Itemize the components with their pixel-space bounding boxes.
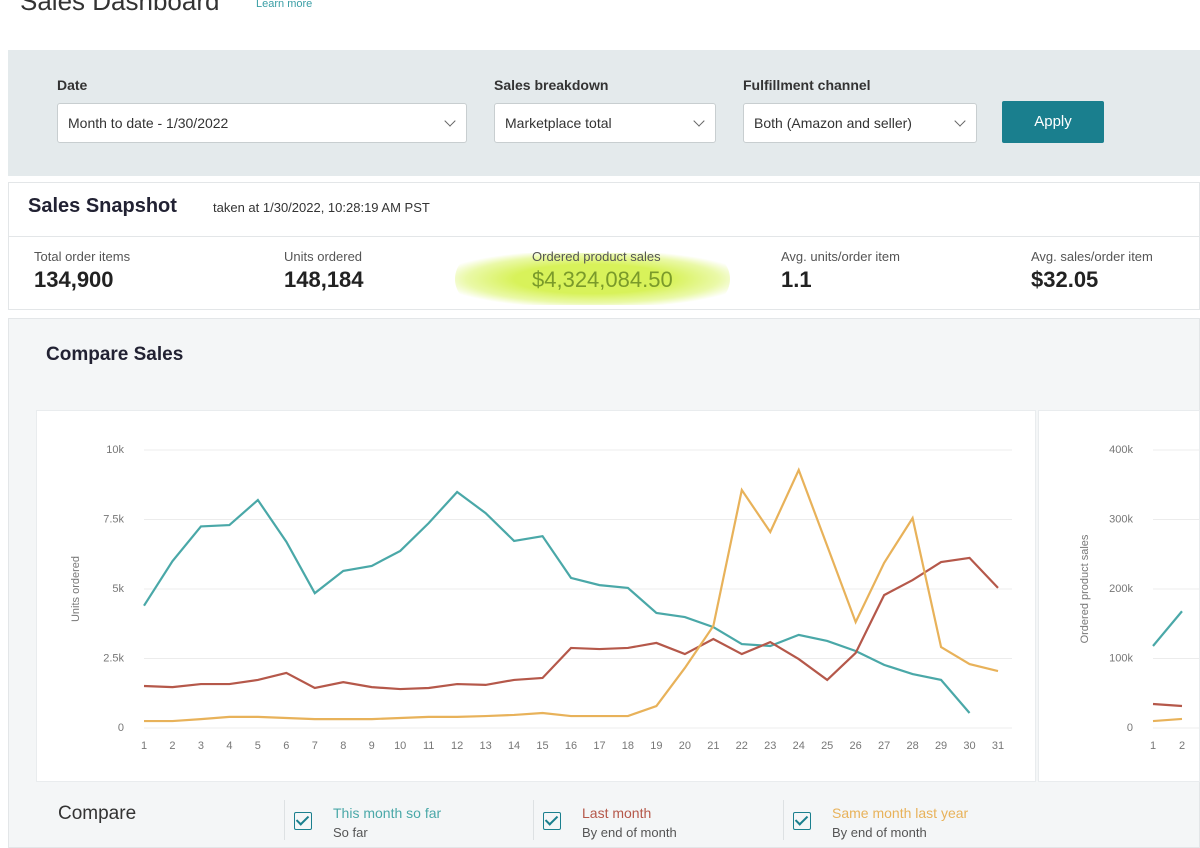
y-tick-label: 0 <box>1127 722 1133 734</box>
x-tick-label: 1 <box>141 740 147 752</box>
x-tick-label: 18 <box>622 740 634 752</box>
x-tick-label: 28 <box>906 740 918 752</box>
x-tick-label: 3 <box>198 740 204 752</box>
y-tick-label: 300k <box>1109 513 1133 525</box>
metric-value: 1.1 <box>781 267 812 292</box>
y-tick-label: 7.5k <box>103 513 124 525</box>
x-tick-label: 25 <box>821 740 833 752</box>
metric-label: Ordered product sales <box>532 249 661 264</box>
metric-label: Total order items <box>34 249 131 264</box>
line-series <box>144 467 999 723</box>
x-tick-label: 30 <box>963 740 975 752</box>
x-tick-label: 1 <box>1150 740 1156 752</box>
channel-select[interactable]: Both (Amazon and seller) <box>743 103 977 143</box>
legend-name: Last month <box>582 805 652 821</box>
separator <box>533 800 534 840</box>
x-tick-label: 11 <box>423 740 434 752</box>
x-tick-label: 22 <box>736 740 748 752</box>
x-tick-label: 4 <box>226 740 232 752</box>
x-tick-label: 20 <box>679 740 691 752</box>
filter-label: Date <box>57 77 88 93</box>
x-tick-label: 13 <box>479 740 491 752</box>
line-series <box>143 490 971 714</box>
legend-sub: By end of month <box>582 825 677 840</box>
line-series <box>143 556 999 691</box>
x-tick-label: 7 <box>312 740 318 752</box>
x-tick-label: 5 <box>255 740 261 752</box>
checkbox[interactable] <box>294 812 312 830</box>
x-tick-label: 23 <box>764 740 776 752</box>
x-tick-label: 26 <box>850 740 862 752</box>
line-series <box>1152 610 1183 647</box>
metric-value: $32.05 <box>1031 267 1099 292</box>
x-tick-label: 15 <box>536 740 548 752</box>
x-tick-label: 17 <box>593 740 605 752</box>
compare-title: Compare Sales <box>46 344 184 365</box>
snapshot-title: Sales Snapshot <box>28 195 177 217</box>
filter-label: Fulfillment channel <box>743 77 871 93</box>
legend-name: Same month last year <box>832 805 969 821</box>
chart-box: 0 2.5k 5k 7.5k 10k Units ordered 1 2 3 4 5 6 7 8 9 10 11… <box>36 410 1036 782</box>
highlight <box>455 253 730 305</box>
filter-label: Sales breakdown <box>494 77 609 93</box>
checkbox[interactable] <box>543 812 561 830</box>
y-axis-label: Units ordered <box>70 556 82 622</box>
x-tick-label: 24 <box>793 740 805 752</box>
separator <box>783 800 784 840</box>
legend-sub: By end of month <box>832 825 927 840</box>
sales-chart: 0 100k 200k 300k 400k Ordered product sales 1 2 <box>1079 444 1199 752</box>
separator <box>8 236 1200 237</box>
apply-button[interactable]: Apply <box>1002 101 1104 143</box>
x-tick-label: 6 <box>283 740 289 752</box>
y-axis-label: Ordered product sales <box>1079 534 1091 643</box>
snapshot-time: taken at 1/30/2022, 10:28:19 AM PST <box>213 200 430 215</box>
breakdown-select[interactable]: Marketplace total <box>494 103 716 143</box>
x-tick-label: 8 <box>340 740 346 752</box>
legend-sub: So far <box>333 825 368 840</box>
date-select[interactable]: Month to date - 1/30/2022 <box>57 103 467 143</box>
metric-label: Avg. units/order item <box>781 249 900 264</box>
line-series <box>1152 717 1183 723</box>
x-tick-label: 2 <box>169 740 175 752</box>
y-tick-label: 200k <box>1109 583 1133 595</box>
metric-value: 134,900 <box>34 267 114 292</box>
x-tick-label: 16 <box>565 740 577 752</box>
legend-name: This month so far <box>333 805 442 821</box>
legend-label: Compare <box>58 803 137 824</box>
x-tick-label: 19 <box>650 740 662 752</box>
y-tick-label: 5k <box>112 583 124 595</box>
chart-box: 0 100k 200k 300k 400k Ordered product sales 1 2 <box>1038 410 1200 782</box>
line-series <box>1152 702 1183 708</box>
metric-value: $4,324,084.50 <box>532 267 673 292</box>
metric-label: Units ordered <box>284 249 363 264</box>
learn-more-link[interactable]: Learn more <box>256 0 313 10</box>
y-tick-label: 400k <box>1109 444 1133 456</box>
x-tick-label: 9 <box>369 740 375 752</box>
y-tick-label: 100k <box>1109 652 1133 664</box>
metric-value: 148,184 <box>284 267 364 292</box>
y-tick-label: 2.5k <box>103 652 124 664</box>
metric-label: Avg. sales/order item <box>1031 249 1153 264</box>
separator <box>284 800 285 840</box>
page-title: Sales Dashboard <box>20 0 220 16</box>
checkbox[interactable] <box>793 812 811 830</box>
x-tick-label: 10 <box>394 740 406 752</box>
x-tick-label: 14 <box>508 740 520 752</box>
x-tick-label: 21 <box>707 740 719 752</box>
x-tick-label: 27 <box>878 740 890 752</box>
x-tick-label: 2 <box>1179 740 1185 752</box>
y-tick-label: 0 <box>118 722 124 734</box>
x-tick-label: 12 <box>451 740 463 752</box>
y-tick-label: 10k <box>106 444 124 456</box>
x-tick-label: 29 <box>935 740 947 752</box>
x-tick-label: 31 <box>992 740 1004 752</box>
